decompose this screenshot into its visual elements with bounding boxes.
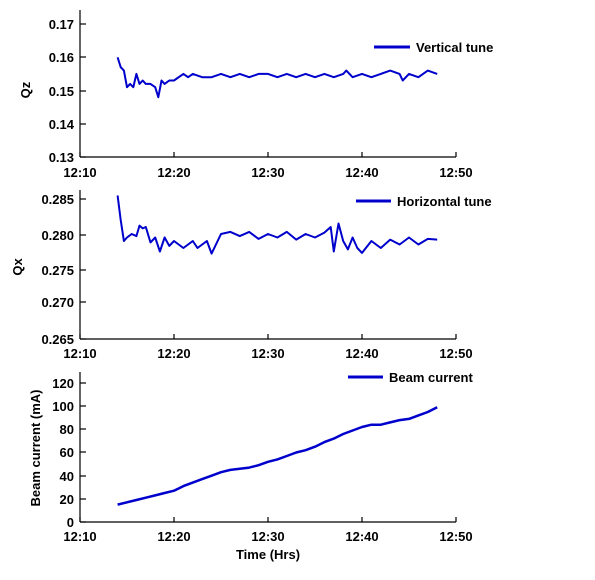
y-tick-label: 0.14 bbox=[49, 117, 75, 132]
beam-current-panel: 0 20 40 60 80 100 120 12:10 12:20 12:30 … bbox=[28, 370, 473, 562]
y-tick-label: 60 bbox=[60, 445, 74, 460]
legend-label-horizontal-tune: Horizontal tune bbox=[397, 194, 492, 209]
x-tick-label: 12:40 bbox=[345, 165, 378, 180]
y-tick-label: 0.15 bbox=[49, 84, 74, 99]
y-tick-label: 80 bbox=[60, 422, 74, 437]
legend-label-vertical-tune: Vertical tune bbox=[416, 40, 493, 55]
x-ticks: 12:10 12:20 12:30 12:40 12:50 bbox=[63, 517, 473, 544]
x-tick-label: 12:10 bbox=[63, 165, 96, 180]
y-tick-label: 0.16 bbox=[49, 50, 74, 65]
y-tick-label: 120 bbox=[52, 376, 74, 391]
y-axis-title: Qz bbox=[18, 81, 33, 98]
y-ticks: 0.13 0.14 0.15 0.16 0.17 bbox=[49, 17, 86, 165]
legend: Horizontal tune bbox=[356, 194, 492, 209]
x-tick-label: 12:20 bbox=[157, 346, 190, 361]
y-axis-title: Qx bbox=[10, 258, 25, 276]
x-tick-label: 12:10 bbox=[63, 346, 96, 361]
x-axis-title: Time (Hrs) bbox=[236, 547, 300, 562]
y-tick-label: 0.17 bbox=[49, 17, 74, 32]
y-tick-label: 40 bbox=[60, 469, 74, 484]
legend-label-beam-current: Beam current bbox=[389, 370, 473, 385]
y-axis-title: Beam current (mA) bbox=[28, 389, 43, 506]
horizontal-tune-panel: 0.265 0.270 0.275 0.280 0.285 12:10 12:2… bbox=[10, 190, 492, 361]
y-tick-label: 0.280 bbox=[41, 228, 74, 243]
x-tick-label: 12:10 bbox=[63, 529, 96, 544]
y-tick-label: 0.275 bbox=[41, 263, 74, 278]
x-tick-label: 12:30 bbox=[251, 165, 284, 180]
y-tick-label: 20 bbox=[60, 492, 74, 507]
y-tick-label: 100 bbox=[52, 399, 74, 414]
y-ticks: 0.265 0.270 0.275 0.280 0.285 bbox=[41, 192, 86, 347]
legend: Vertical tune bbox=[374, 40, 493, 55]
x-tick-label: 12:50 bbox=[439, 346, 472, 361]
y-tick-label: 0.265 bbox=[41, 332, 74, 347]
y-tick-label: 0.13 bbox=[49, 150, 74, 165]
vertical-tune-line bbox=[116, 57, 438, 99]
x-tick-label: 12:20 bbox=[157, 165, 190, 180]
x-tick-label: 12:30 bbox=[251, 529, 284, 544]
y-tick-label: 0.285 bbox=[41, 192, 74, 207]
horizontal-tune-line bbox=[116, 195, 438, 255]
x-ticks: 12:10 12:20 12:30 12:40 12:50 bbox=[63, 152, 473, 180]
y-tick-label: 0 bbox=[67, 515, 74, 530]
y-tick-label: 0.270 bbox=[41, 295, 74, 310]
x-tick-label: 12:50 bbox=[439, 165, 472, 180]
legend: Beam current bbox=[348, 370, 473, 385]
vertical-tune-panel: 0.13 0.14 0.15 0.16 0.17 12:10 12:20 12:… bbox=[18, 10, 493, 180]
x-tick-label: 12:40 bbox=[345, 529, 378, 544]
x-ticks: 12:10 12:20 12:30 12:40 12:50 bbox=[63, 334, 473, 361]
x-tick-label: 12:40 bbox=[345, 346, 378, 361]
x-tick-label: 12:20 bbox=[157, 529, 190, 544]
x-tick-label: 12:30 bbox=[251, 346, 284, 361]
y-ticks: 0 20 40 60 80 100 120 bbox=[52, 376, 86, 530]
beam-current-line bbox=[117, 406, 438, 506]
x-tick-label: 12:50 bbox=[439, 529, 472, 544]
